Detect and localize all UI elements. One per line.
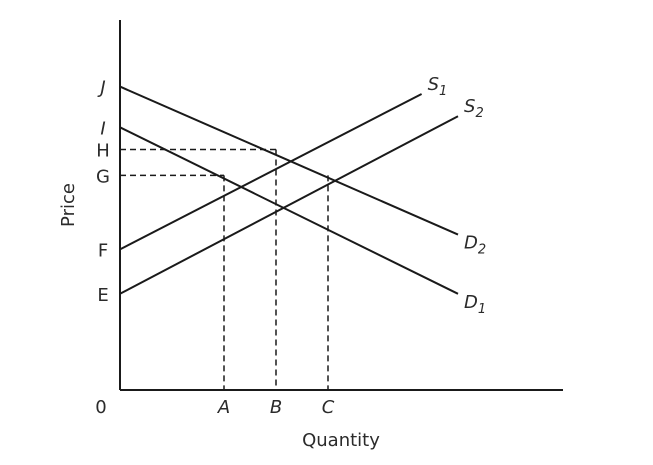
y-tick-label-g: G bbox=[96, 166, 110, 187]
x-tick-label-a: A bbox=[217, 397, 230, 418]
y-tick-label-e: E bbox=[97, 285, 108, 306]
x-tick-label-c: C bbox=[322, 397, 335, 418]
curve-d2 bbox=[119, 85, 459, 236]
x-axis-title: Quantity bbox=[302, 430, 380, 451]
curve-label-s2: S2 bbox=[464, 96, 484, 121]
y-tick-label-h: H bbox=[96, 141, 110, 162]
curve-label-d2: D2 bbox=[464, 233, 486, 258]
curve-d1 bbox=[119, 126, 459, 295]
curves bbox=[119, 85, 459, 295]
y-axis-title: Price bbox=[58, 183, 79, 227]
origin-label: 0 bbox=[95, 397, 106, 418]
curve-label-d1: D1 bbox=[464, 292, 486, 317]
axes bbox=[119, 20, 563, 391]
curve-s2 bbox=[119, 115, 459, 295]
dashed-guides bbox=[120, 148, 329, 390]
y-tick-label-i: I bbox=[100, 118, 105, 139]
y-tick-label-j: J bbox=[97, 78, 105, 99]
curve-s1 bbox=[119, 93, 423, 251]
y-tick-label-f: F bbox=[98, 240, 108, 261]
curve-label-s1: S1 bbox=[428, 74, 448, 99]
curve-labels: S1 S2 D2 D1 bbox=[428, 74, 487, 317]
x-tick-label-b: B bbox=[270, 397, 282, 418]
